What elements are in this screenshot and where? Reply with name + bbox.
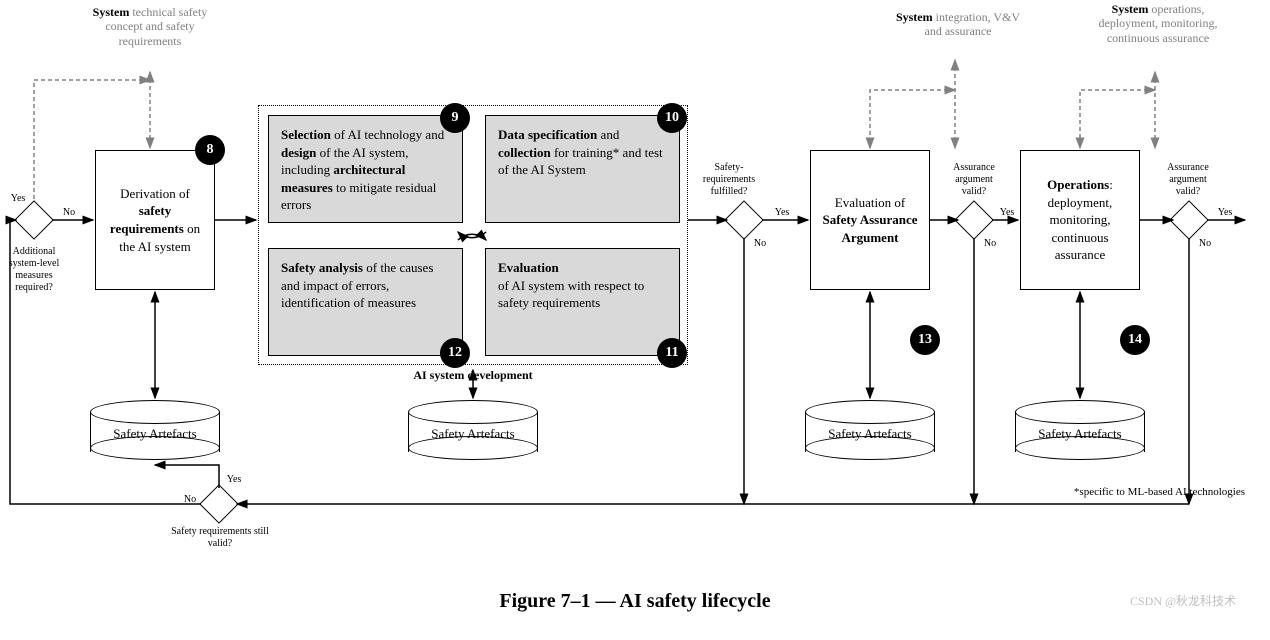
cylinder-4: Safety Artefacts: [1015, 400, 1145, 460]
box-evaluation: Evaluationof AI system with respect to s…: [485, 248, 680, 356]
box-data-spec: Data specification and collection for tr…: [485, 115, 680, 223]
badge-13: 13: [910, 325, 940, 355]
d3-no: No: [978, 238, 1002, 250]
box-safety-analysis: Safety analysis of the causes and impact…: [268, 248, 463, 356]
d3-yes: Yes: [995, 207, 1019, 219]
d5-yes: Yes: [222, 474, 246, 486]
header-system-3: System operations, deployment, monitorin…: [1088, 2, 1228, 45]
d4-no: No: [1193, 238, 1217, 250]
decision-assurance-valid-1: [954, 200, 994, 240]
cylinder-3: Safety Artefacts: [805, 400, 935, 460]
d5-q: Safety requirements still valid?: [165, 526, 275, 550]
cylinder-1: Safety Artefacts: [90, 400, 220, 460]
d4-q: Assurance argument valid?: [1157, 162, 1219, 198]
d1-q: Additional system-level measures require…: [0, 246, 68, 294]
decision-additional-measures: [14, 200, 54, 240]
d2-q: Safety-requirements fulfilled?: [698, 162, 760, 198]
footnote: *specific to ML-based AI technologies: [1025, 486, 1245, 499]
watermark: CSDN @秋龙科技术: [1130, 592, 1236, 609]
badge-11: 11: [657, 338, 687, 368]
decision-safety-fulfilled: [724, 200, 764, 240]
d1-yes: Yes: [6, 193, 30, 205]
figure-caption: Figure 7–1 — AI safety lifecycle: [0, 590, 1270, 613]
badge-10: 10: [657, 103, 687, 133]
d5-no: No: [178, 494, 202, 506]
header-system-2: System integration, V&V and assurance: [888, 10, 1028, 39]
box-eval-argument: Evaluation of Safety Assurance Argument: [810, 150, 930, 290]
badge-12: 12: [440, 338, 470, 368]
box-operations: Operations: deployment, monitoring, cont…: [1020, 150, 1140, 290]
container-label: AI system development: [258, 368, 688, 382]
cylinder-2: Safety Artefacts: [408, 400, 538, 460]
decision-reqs-valid: [199, 484, 239, 524]
d2-yes: Yes: [770, 207, 794, 219]
decision-assurance-valid-2: [1169, 200, 1209, 240]
box-derivation: Derivation of safety requirements on the…: [95, 150, 215, 290]
box-selection: Selection of AI technology and design of…: [268, 115, 463, 223]
badge-9: 9: [440, 103, 470, 133]
badge-8: 8: [195, 135, 225, 165]
d3-q: Assurance argument valid?: [943, 162, 1005, 198]
d2-no: No: [748, 238, 772, 250]
header-system-1: System technical safety concept and safe…: [80, 5, 220, 48]
d1-no: No: [57, 207, 81, 219]
d4-yes: Yes: [1213, 207, 1237, 219]
badge-14: 14: [1120, 325, 1150, 355]
